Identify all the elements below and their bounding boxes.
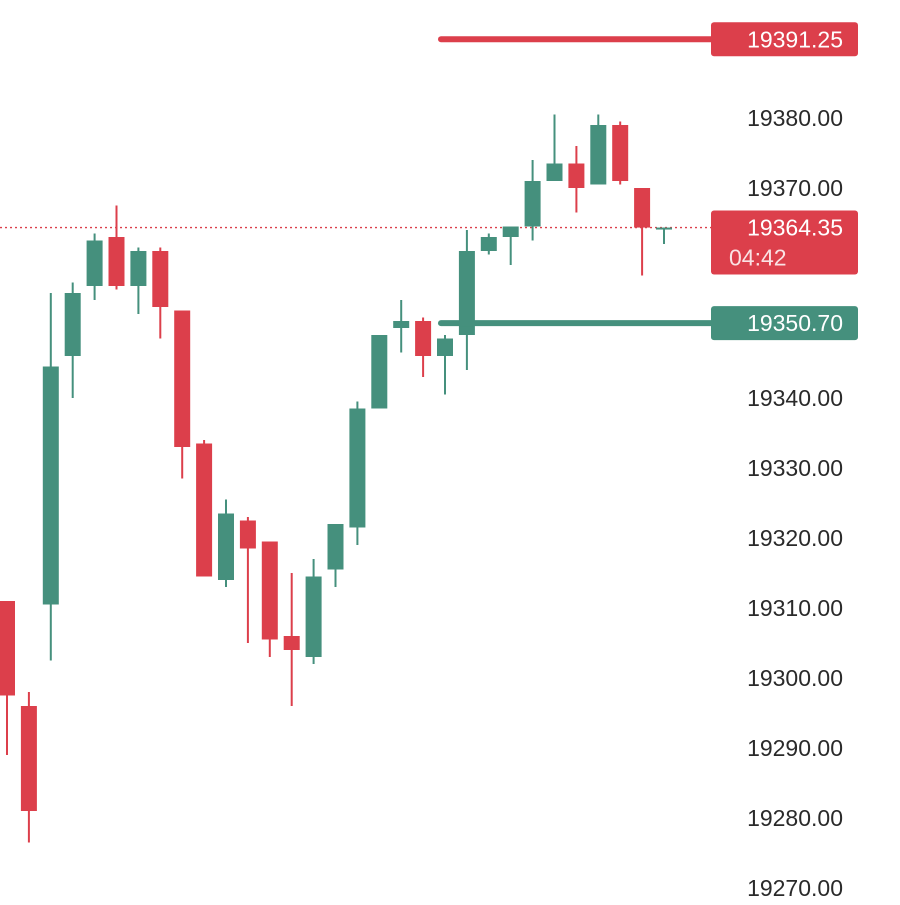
y-tick-label: 19290.00 bbox=[747, 735, 843, 761]
price-axis: 19380.00 19370.00 19340.00 19330.00 19320.00… bbox=[747, 105, 843, 901]
price-lines-layer bbox=[438, 36, 714, 327]
candle bbox=[349, 401, 366, 545]
candle-body bbox=[524, 181, 541, 227]
candle-body bbox=[20, 706, 37, 811]
candle-body bbox=[327, 524, 344, 570]
candle bbox=[283, 573, 300, 706]
candle bbox=[502, 226, 519, 265]
candle-body bbox=[634, 188, 651, 228]
candle-body bbox=[174, 310, 191, 447]
candle-body bbox=[371, 335, 388, 409]
current-price-label: 19364.35 bbox=[747, 215, 843, 241]
candle bbox=[42, 293, 59, 661]
candle-body bbox=[130, 251, 147, 286]
candle-body bbox=[568, 163, 585, 188]
candle bbox=[0, 601, 15, 755]
candle bbox=[568, 146, 585, 213]
candle-body bbox=[612, 125, 629, 181]
candle-body bbox=[415, 321, 432, 356]
candle bbox=[590, 114, 607, 185]
y-tick-label: 19370.00 bbox=[747, 175, 843, 201]
candle bbox=[437, 335, 453, 395]
candle-body bbox=[502, 226, 519, 237]
candle bbox=[612, 121, 629, 185]
candle-body bbox=[196, 443, 213, 577]
y-tick-label: 19340.00 bbox=[747, 385, 843, 411]
candle bbox=[415, 317, 432, 377]
candle bbox=[20, 692, 37, 843]
candle-body bbox=[480, 237, 497, 251]
candle bbox=[108, 205, 125, 290]
candle bbox=[393, 300, 410, 353]
candle bbox=[656, 227, 672, 244]
candle-body bbox=[393, 321, 410, 328]
candle bbox=[130, 247, 147, 314]
candle-body bbox=[283, 636, 300, 650]
candle bbox=[174, 310, 191, 479]
candles-layer bbox=[0, 114, 672, 843]
candle bbox=[152, 247, 169, 339]
y-tick-label: 19320.00 bbox=[747, 525, 843, 551]
candle-body bbox=[656, 227, 672, 230]
candle bbox=[327, 524, 344, 587]
candle bbox=[480, 233, 497, 255]
candle bbox=[239, 517, 256, 643]
candle-body bbox=[261, 541, 278, 640]
candle bbox=[371, 335, 388, 409]
candle bbox=[546, 114, 563, 181]
high-marker-label: 19391.25 bbox=[747, 26, 843, 52]
candle-body bbox=[546, 163, 563, 181]
high-marker-badge bbox=[711, 22, 858, 57]
y-tick-label: 19300.00 bbox=[747, 665, 843, 691]
candle-body bbox=[86, 240, 103, 286]
low-marker-badge bbox=[711, 306, 858, 341]
y-tick-label: 19280.00 bbox=[747, 805, 843, 831]
candle-body bbox=[0, 601, 15, 696]
candle bbox=[261, 541, 278, 657]
candle bbox=[64, 282, 81, 398]
y-tick-label: 19270.00 bbox=[747, 875, 843, 900]
candle-body bbox=[305, 576, 322, 657]
candle-body bbox=[349, 408, 366, 528]
candle bbox=[458, 230, 475, 370]
candle-body bbox=[458, 251, 475, 335]
candle-body bbox=[590, 125, 607, 185]
price-badges-layer: 19391.25 19350.70 19364.35 04:42 bbox=[711, 22, 858, 341]
candle bbox=[305, 559, 322, 664]
candle-body bbox=[108, 237, 125, 286]
candle-body bbox=[64, 293, 81, 356]
current-price-badge bbox=[711, 210, 858, 275]
candle bbox=[218, 499, 234, 587]
candle-body bbox=[42, 366, 59, 605]
candle bbox=[196, 440, 213, 577]
low-marker-label: 19350.70 bbox=[747, 310, 843, 336]
candle bbox=[524, 160, 541, 241]
candle bbox=[86, 233, 103, 300]
candle-body bbox=[152, 251, 169, 307]
candle-countdown-label: 04:42 bbox=[729, 245, 787, 271]
y-tick-label: 19380.00 bbox=[747, 105, 843, 131]
candle-body bbox=[239, 520, 256, 549]
y-tick-label: 19310.00 bbox=[747, 595, 843, 621]
y-tick-label: 19330.00 bbox=[747, 455, 843, 481]
candle-body bbox=[218, 513, 234, 580]
candle bbox=[634, 188, 651, 276]
candle-body bbox=[437, 338, 453, 356]
